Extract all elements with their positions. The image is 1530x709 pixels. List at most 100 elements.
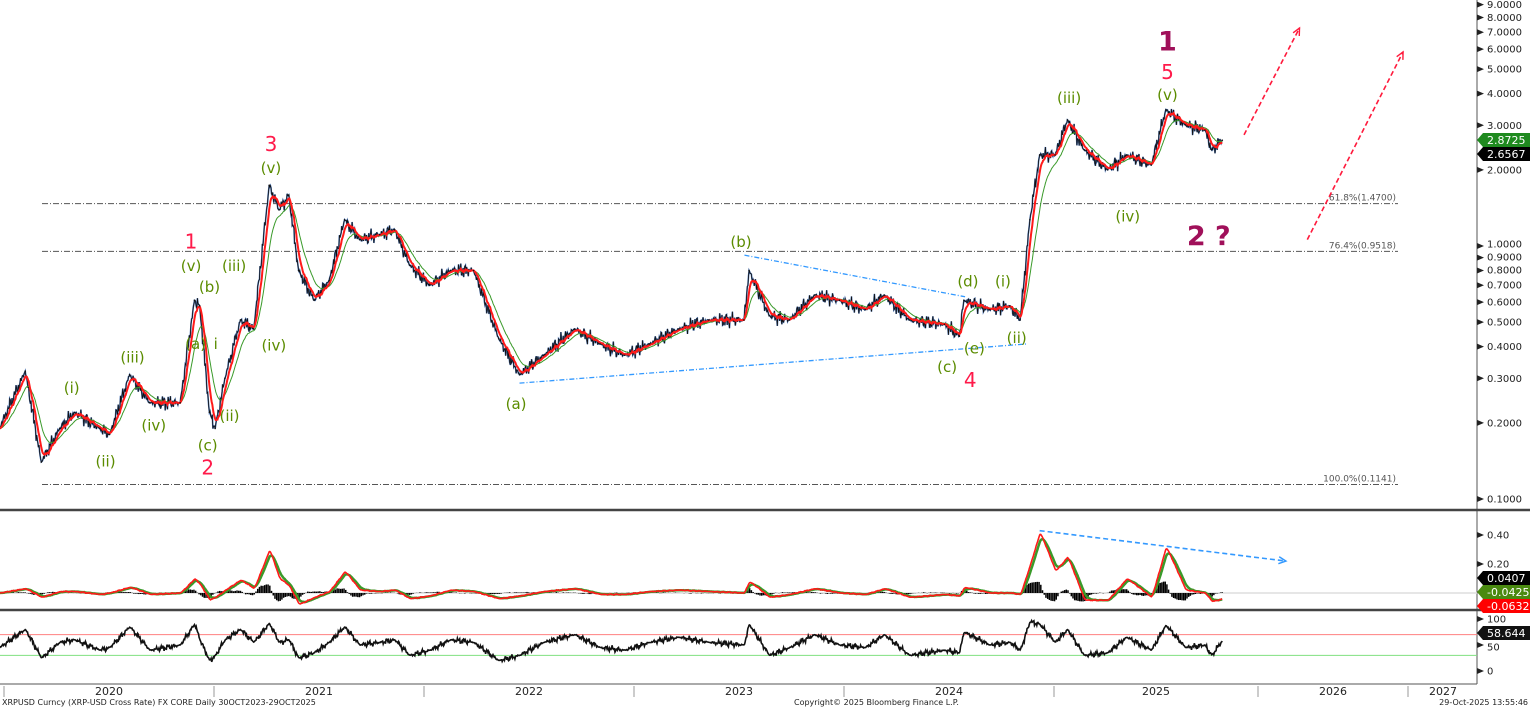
price-point	[1164, 109, 1167, 111]
oscillator-panel	[0, 533, 1223, 605]
last-price-tag: 2.6567	[1487, 148, 1526, 161]
x-tick-label: 2025	[1142, 685, 1170, 698]
oscillator-tick-label: 0.40	[1487, 531, 1509, 542]
oscillator-last-tag-bg	[1477, 585, 1530, 599]
price-point	[408, 264, 411, 266]
price-point	[313, 299, 315, 302]
x-tick-label: 2022	[515, 685, 543, 698]
oscillator-divergence-trendline	[1039, 529, 1287, 562]
elliott-wave-label: (iii)	[222, 257, 246, 275]
price-point	[378, 233, 381, 236]
price-point	[707, 319, 710, 321]
projection-arrow-head	[1396, 50, 1404, 60]
price-point	[1150, 164, 1153, 166]
elliott-wave-label: 4	[964, 368, 977, 392]
y-tick	[1477, 1, 1484, 8]
oscillator-last-tag: -0.0632	[1487, 600, 1529, 613]
price-tick-label: 0.9000	[1487, 252, 1522, 263]
y-tick	[1477, 343, 1484, 350]
price-tick-label: 2.0000	[1487, 165, 1522, 176]
price-point	[24, 370, 27, 372]
price-point	[214, 427, 216, 430]
y-tick	[1477, 375, 1484, 382]
price-point	[1125, 154, 1128, 156]
elliott-wave-label: (v)	[261, 159, 282, 177]
price-point	[40, 461, 43, 463]
price-point	[908, 319, 911, 321]
price-point	[1019, 319, 1021, 321]
price-point	[252, 328, 255, 330]
y-tick	[1477, 122, 1484, 129]
y-tick	[1477, 668, 1484, 674]
price-point	[278, 209, 280, 211]
elliott-wave-label: (ii)	[220, 407, 240, 425]
price-tick-label: 0.7000	[1487, 281, 1522, 292]
y-tick	[1477, 561, 1484, 567]
price-tick-label: 6.0000	[1487, 45, 1522, 56]
price-point	[883, 294, 885, 296]
elliott-wave-label: (iv)	[261, 336, 286, 354]
elliott-wave-label: (ii)	[96, 452, 116, 470]
projection-arrow	[1306, 51, 1404, 240]
price-point	[573, 328, 576, 330]
annotations: (i)(ii)(iii)(iv)(v)(b)(a) i(iii)(ii)(c)(v…	[64, 26, 1404, 565]
price-point	[287, 194, 290, 196]
price-point	[678, 328, 680, 330]
y-tick	[1477, 14, 1484, 21]
price-point	[497, 337, 500, 340]
price-point	[328, 279, 330, 282]
price-point	[648, 343, 651, 345]
price-point	[1066, 119, 1069, 121]
price-tick-label: 0.3000	[1487, 374, 1522, 385]
last-price-tag-bg	[1477, 133, 1530, 147]
price-point	[343, 218, 346, 221]
elliott-wave-label: (ii)	[1007, 329, 1027, 347]
price-point	[224, 377, 226, 380]
rsi-tick-label: 100	[1487, 615, 1506, 626]
oscillator-line	[0, 533, 1223, 605]
chart-source-label: XRPUSD Curncy (XRP-USD Cross Rate) FX CO…	[2, 698, 316, 707]
y-tick	[1477, 243, 1484, 249]
price-point	[813, 294, 816, 296]
y-tick	[1477, 166, 1484, 173]
y-tick	[1477, 46, 1484, 53]
x-tick-label: 2020	[95, 685, 123, 698]
elliott-wave-label: 3	[265, 132, 278, 156]
y-tick	[1477, 419, 1484, 426]
y-tick	[1477, 29, 1484, 36]
oscillator-last-tag: -0.0425	[1487, 586, 1529, 599]
price-point	[542, 354, 545, 357]
copyright-label: Copyright© 2025 Bloomberg Finance L.P.	[794, 698, 959, 707]
y-tick	[1477, 90, 1484, 97]
price-point	[743, 319, 745, 321]
price-point	[1204, 129, 1206, 131]
price-tick-label: 0.2000	[1487, 418, 1522, 429]
fib-level-label: 100.0%(0.1141)	[1323, 475, 1396, 485]
price-point	[1029, 218, 1031, 221]
rsi-last-tag: 58.644	[1487, 627, 1526, 640]
elliott-wave-label: (iv)	[1115, 208, 1140, 226]
elliott-wave-label: 1	[185, 230, 198, 254]
x-tick-label: 2024	[935, 685, 963, 698]
price-point	[449, 269, 452, 272]
price-point	[128, 373, 131, 376]
price-tick-label: 0.8000	[1487, 266, 1522, 277]
price-point	[623, 354, 626, 357]
price-tick-label: 0.4000	[1487, 342, 1522, 353]
oscillator-last-tag-bg	[1477, 571, 1530, 585]
price-point	[58, 427, 61, 430]
price-tick-label: 8.0000	[1487, 13, 1522, 24]
rsi-tick-label: 50	[1487, 643, 1500, 654]
price-point	[1083, 149, 1085, 151]
price-tick-label: 0.6000	[1487, 298, 1522, 309]
price-point	[193, 299, 196, 302]
price-panel	[0, 107, 1224, 464]
price-point	[198, 305, 201, 307]
y-tick	[1477, 532, 1484, 538]
price-tick-label: 1.0000	[1487, 240, 1522, 251]
price-point	[393, 228, 396, 231]
fib-level-label: 76.4%(0.9518)	[1329, 241, 1396, 251]
fib-level-label: 61.8%(1.4700)	[1329, 194, 1396, 204]
rsi-last-tag-bg	[1477, 626, 1530, 640]
axes: 0.1000 0.2000 0.3000 0.4000 0.5000 0.6000 0.70…	[3, 0, 1530, 698]
